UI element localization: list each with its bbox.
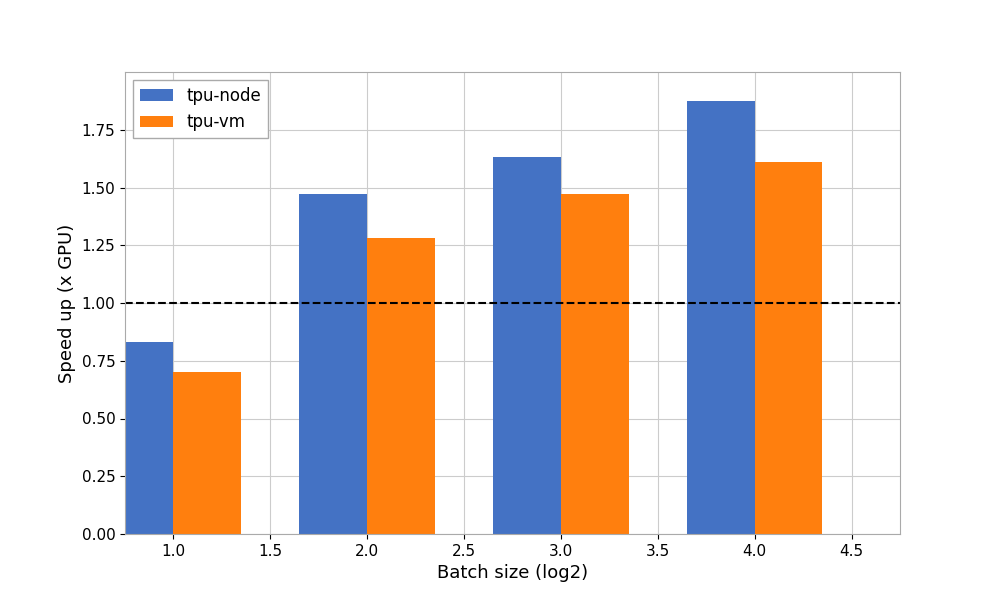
Bar — [106, 342, 173, 534]
Bar — [367, 238, 435, 534]
Bar — [493, 157, 561, 534]
Legend: tpu-node, tpu-vm: tpu-node, tpu-vm — [133, 80, 268, 138]
Bar — [561, 194, 629, 534]
Y-axis label: Speed up (x GPU): Speed up (x GPU) — [58, 223, 76, 383]
Bar — [173, 372, 241, 534]
Bar — [299, 194, 367, 534]
Bar — [687, 101, 755, 534]
Bar — [755, 162, 822, 534]
X-axis label: Batch size (log2): Batch size (log2) — [437, 564, 588, 582]
